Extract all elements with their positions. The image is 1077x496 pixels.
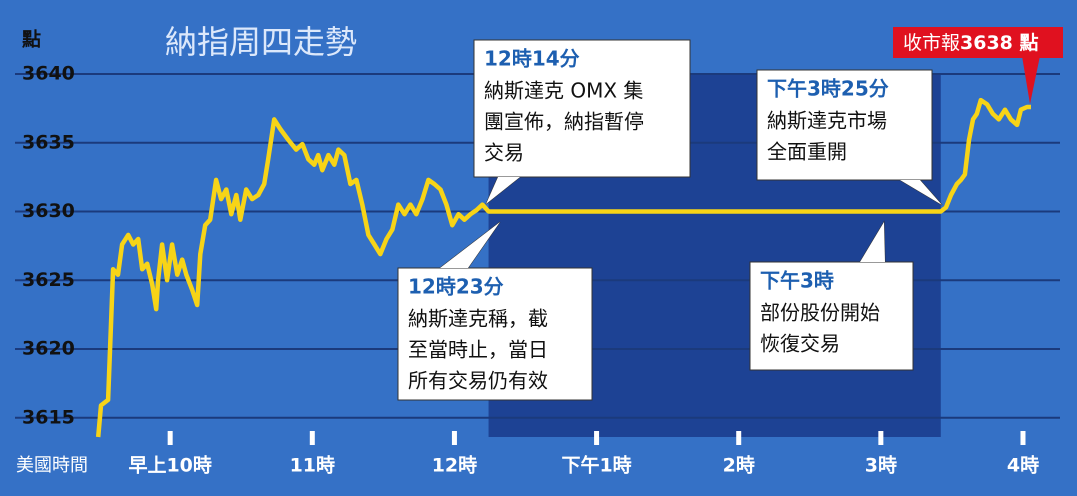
y-tick-label: 3640 <box>22 63 75 85</box>
annotation-text: 所有交易仍有效 <box>408 369 548 393</box>
annotation-text: 至當時止，當日 <box>408 338 548 362</box>
callout-box <box>473 39 691 178</box>
annotation-text: 交易 <box>484 141 524 165</box>
annotation-text: 納斯達克市場 <box>767 109 887 133</box>
x-tick-label: 下午1時 <box>561 454 631 477</box>
close-label: 收市報3638 點 <box>893 27 1063 104</box>
annotation-time: 下午3時 <box>760 269 834 293</box>
callout-pointer-fill <box>860 222 885 262</box>
close-prefix: 收市報 <box>903 32 960 54</box>
callout-pointer-fill <box>440 222 500 268</box>
close-text: 收市報3638 點 <box>903 31 1039 54</box>
x-tick-mark <box>736 431 742 445</box>
x-tick-mark <box>878 431 884 445</box>
x-tick-label: 3時 <box>865 455 897 477</box>
close-pointer <box>1022 56 1040 104</box>
annotation-text: 恢復交易 <box>760 332 840 356</box>
x-axis-label: 美國時間 <box>16 455 88 476</box>
close-value: 3638 點 <box>960 31 1039 54</box>
annotation-text: 納斯達克 OMX 集 <box>484 79 643 103</box>
x-tick-mark <box>594 431 600 445</box>
close-box <box>893 27 1063 58</box>
x-tick-label: 12時 <box>432 455 477 477</box>
annotation-time: 12時23分 <box>408 275 504 299</box>
y-tick-label: 3625 <box>22 269 75 291</box>
x-tick-mark <box>1020 431 1026 445</box>
callout-pointer-fill <box>486 177 520 204</box>
annotation-text: 部份股份開始 <box>760 301 880 325</box>
x-tick-label: 11時 <box>290 455 335 477</box>
y-tick-label: 3615 <box>22 406 75 428</box>
y-tick-label: 3620 <box>22 338 75 360</box>
callout-pointer-fill <box>900 180 942 205</box>
annotation-time: 12時14分 <box>484 47 580 71</box>
annotation-text: 團宣佈，納指暫停 <box>484 110 644 134</box>
annotation-text: 納斯達克稱，截 <box>408 307 548 331</box>
x-tick-label: 2時 <box>723 455 755 477</box>
annotation-text: 全面重開 <box>767 140 847 164</box>
y-tick-label: 3630 <box>22 200 75 222</box>
callout-box <box>749 261 914 371</box>
callout-box <box>397 267 593 401</box>
y-tick-label: 3635 <box>22 131 75 153</box>
chart-title: 納指周四走勢 <box>165 23 357 61</box>
x-tick-label: 4時 <box>1007 455 1039 477</box>
callout-box <box>756 69 933 181</box>
x-tick-mark <box>451 431 457 445</box>
x-tick-mark <box>309 431 315 445</box>
price-line <box>95 97 1031 438</box>
x-tick-mark <box>167 431 173 445</box>
y-axis-label: 點 <box>21 28 41 51</box>
x-tick-label: 早上10時 <box>128 455 211 477</box>
annotation-time: 下午3時25分 <box>767 77 889 101</box>
